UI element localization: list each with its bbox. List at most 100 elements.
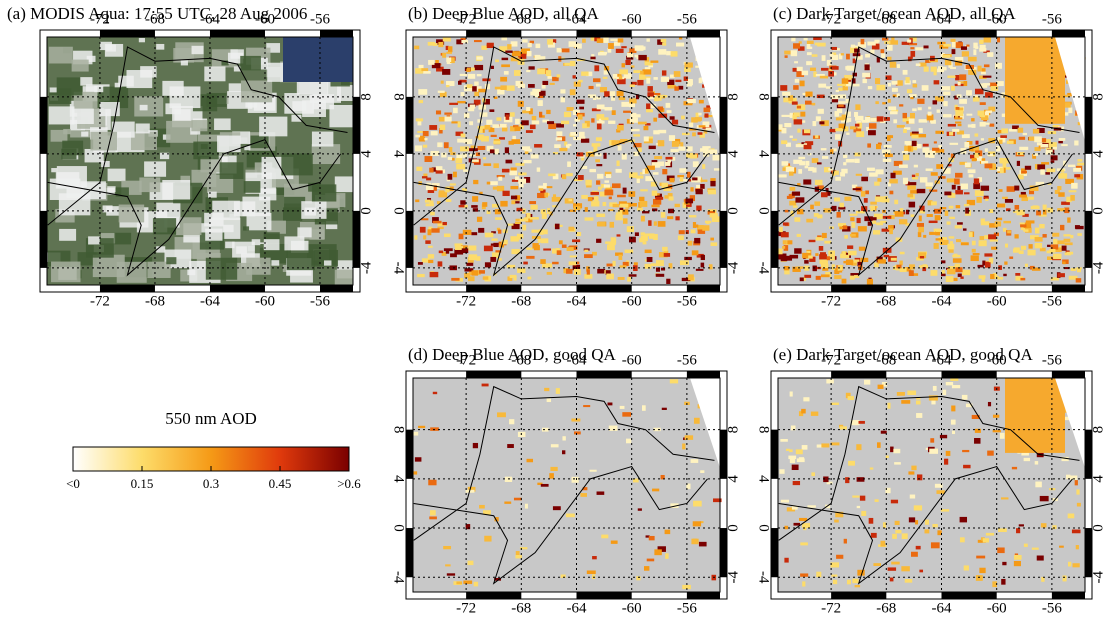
aod-pixel — [590, 56, 596, 60]
aod-pixel — [445, 186, 450, 193]
aod-pixel — [835, 89, 839, 93]
aod-pixel — [847, 245, 854, 249]
aod-pixel — [805, 160, 810, 166]
aod-pixel — [902, 112, 908, 119]
aod-pixel — [911, 465, 917, 471]
cloud-patch — [245, 99, 258, 108]
aod-pixel — [700, 179, 708, 182]
aod-pixel — [782, 246, 786, 249]
aod-pixel — [507, 276, 513, 281]
aod-pixel — [980, 218, 985, 223]
aod-pixel — [888, 135, 894, 139]
aod-pixel — [990, 86, 999, 91]
aod-pixel — [421, 218, 429, 221]
aod-pixel — [1035, 481, 1042, 488]
aod-pixel — [964, 162, 971, 168]
cloud-patch — [263, 239, 280, 251]
x-tick-label: -56 — [677, 352, 697, 368]
aod-pixel — [786, 507, 796, 512]
aod-pixel — [482, 157, 487, 160]
colorbar-tick-label: <0 — [66, 476, 80, 491]
map-panel: (b) Deep Blue AOD, all QA-72-72-68-68-64… — [391, 4, 742, 310]
aod-pixel — [603, 184, 610, 188]
aod-pixel — [545, 70, 552, 77]
aod-pixel — [932, 523, 938, 528]
aod-pixel — [1013, 555, 1022, 560]
aod-pixel — [789, 200, 797, 206]
aod-pixel — [864, 216, 873, 222]
aod-pixel — [510, 41, 518, 47]
aod-pixel — [596, 164, 603, 167]
aod-pixel — [917, 107, 922, 111]
aod-pixel — [811, 158, 819, 163]
aod-pixel — [831, 99, 839, 103]
aod-pixel — [829, 255, 835, 261]
aod-pixel — [868, 130, 876, 136]
aod-pixel — [671, 119, 679, 125]
aod-pixel — [816, 94, 825, 99]
aod-pixel — [526, 247, 533, 250]
aod-pixel — [634, 54, 638, 58]
aod-pixel — [890, 257, 897, 261]
aod-pixel — [507, 44, 512, 50]
cloud-patch — [244, 146, 251, 151]
aod-pixel — [495, 217, 503, 220]
aod-pixel — [574, 118, 580, 122]
cloud-patch — [156, 43, 165, 50]
aod-pixel — [415, 118, 423, 122]
aod-pixel — [911, 147, 918, 151]
aod-pixel — [509, 419, 515, 425]
aod-pixel — [437, 222, 445, 225]
aod-pixel — [470, 145, 476, 149]
aod-pixel — [503, 71, 509, 75]
aod-pixel — [1026, 196, 1034, 200]
aod-pixel — [646, 103, 651, 110]
x-tick-label: -68 — [511, 293, 531, 309]
x-tick-label: -64 — [567, 293, 587, 309]
aod-pixel — [1018, 174, 1024, 180]
aod-pixel — [1074, 140, 1079, 146]
aod-pixel — [644, 67, 651, 70]
aod-pixel — [973, 42, 978, 49]
aod-pixel — [987, 52, 994, 57]
aod-pixel — [990, 273, 995, 280]
aod-pixel — [577, 175, 584, 180]
aod-pixel — [864, 379, 871, 385]
aod-pixel — [511, 249, 520, 255]
aod-pixel — [575, 43, 582, 49]
aod-pixel — [892, 533, 897, 539]
aod-pixel — [954, 117, 963, 120]
x-tick-label: -64 — [932, 293, 952, 309]
aod-pixel — [916, 413, 923, 418]
cloud-patch — [174, 109, 191, 121]
cloud-patch — [290, 240, 309, 254]
aod-pixel — [478, 227, 485, 233]
aod-pixel — [922, 267, 927, 272]
aod-pixel — [683, 101, 693, 106]
cloud-patch — [329, 104, 353, 128]
aod-pixel — [781, 161, 789, 166]
aod-pixel — [880, 430, 887, 434]
aod-pixel — [790, 50, 798, 57]
aod-pixel — [825, 187, 829, 191]
aod-pixel — [868, 517, 874, 524]
aod-pixel — [1017, 127, 1024, 133]
aod-pixel — [695, 189, 703, 195]
cloud-patch — [51, 261, 81, 283]
x-tick-label: -56 — [677, 600, 697, 616]
aod-pixel — [987, 401, 992, 407]
aod-pixel — [951, 49, 956, 55]
aod-pixel — [1052, 525, 1057, 530]
aod-pixel — [456, 154, 463, 160]
aod-pixel — [907, 193, 914, 198]
aod-pixel — [542, 183, 547, 188]
aod-pixel — [838, 101, 846, 104]
aod-pixel — [1036, 210, 1041, 216]
aod-pixel — [450, 57, 455, 64]
aod-pixel — [887, 402, 891, 409]
y-tick-label: 4 — [1090, 475, 1106, 483]
aod-pixel — [433, 43, 438, 46]
aod-pixel — [561, 120, 570, 125]
aod-pixel — [865, 53, 870, 58]
aod-pixel — [985, 110, 992, 113]
